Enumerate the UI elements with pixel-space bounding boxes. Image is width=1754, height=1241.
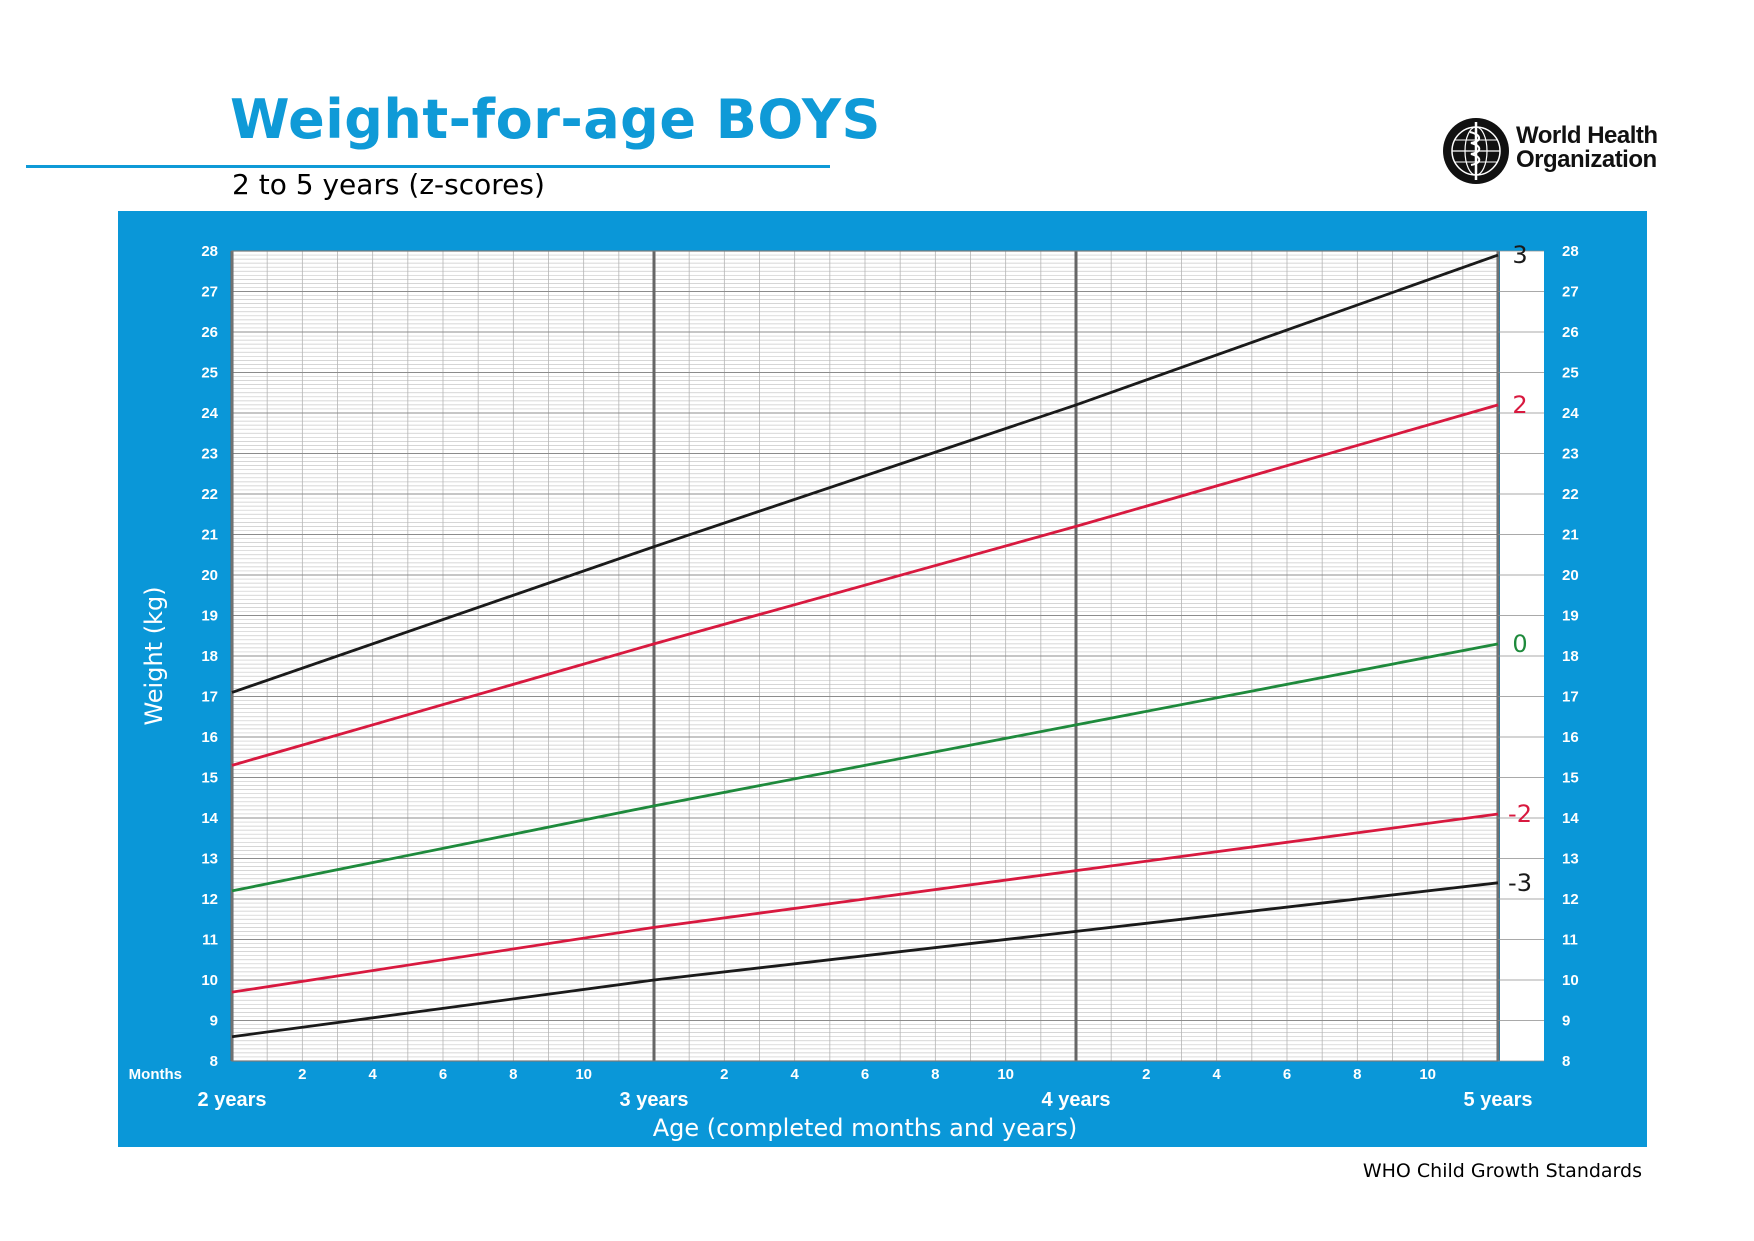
y-tick-label-left: 20 xyxy=(201,567,218,584)
y-tick-label-right: 10 xyxy=(1562,972,1579,989)
x-month-tick-label: 6 xyxy=(861,1066,869,1083)
x-month-tick-label: 6 xyxy=(439,1066,447,1083)
y-tick-label-right: 15 xyxy=(1562,770,1579,787)
y-tick-label-right: 19 xyxy=(1562,608,1579,625)
x-axis-months-label: Months xyxy=(129,1066,182,1083)
x-month-tick-label: 2 xyxy=(1142,1066,1150,1083)
y-tick-label-left: 13 xyxy=(201,851,218,868)
grid-minor xyxy=(232,251,1498,1061)
y-tick-label-left: 15 xyxy=(201,770,218,787)
x-year-tick-label: 2 years xyxy=(198,1089,267,1111)
y-tick-label-right: 18 xyxy=(1562,648,1579,665)
y-tick-label-right: 20 xyxy=(1562,567,1579,584)
y-tick-label-right: 12 xyxy=(1562,891,1579,908)
series-labels: 3 2 0 -2 -3 xyxy=(1508,241,1532,897)
x-month-tick-label: 10 xyxy=(575,1066,592,1083)
y-tick-label-left: 16 xyxy=(201,729,218,746)
who-wordmark-line-1: World Health xyxy=(1516,122,1658,149)
y-tick-label-left: 11 xyxy=(202,932,218,949)
x-month-tick-label: 6 xyxy=(1283,1066,1291,1083)
x-month-tick-label: 10 xyxy=(1419,1066,1436,1083)
x-month-tick-label: 2 xyxy=(298,1066,306,1083)
y-tick-label-right: 17 xyxy=(1562,689,1579,706)
series-line-z-3 xyxy=(231,881,1499,1039)
x-month-tick-label: 8 xyxy=(509,1066,517,1083)
y-tick-label-left: 10 xyxy=(201,972,218,989)
y-tick-label-right: 28 xyxy=(1562,243,1579,260)
y-axis-right: 8 9 10 11 12 13 14 15 16 17 18 19 20 21 22 23 24 25 26 27 28 xyxy=(1562,243,1579,1070)
y-tick-label-left: 8 xyxy=(210,1053,218,1070)
x-month-tick-label: 8 xyxy=(931,1066,939,1083)
x-axis-label: Age (completed months and years) xyxy=(653,1114,1078,1142)
y-tick-label-right: 8 xyxy=(1562,1053,1570,1070)
grid-year-lines xyxy=(230,250,1544,1062)
y-tick-label-left: 25 xyxy=(201,365,218,382)
x-month-tick-label: 8 xyxy=(1353,1066,1361,1083)
series-line-z-2 xyxy=(231,812,1499,994)
who-wordmark-line-2: Organization xyxy=(1516,146,1657,173)
series-lines xyxy=(231,253,1499,1039)
series-label-z3: 3 xyxy=(1512,241,1527,269)
growth-chart: 8910111213141516171819202122232425262728… xyxy=(118,241,1579,1142)
y-tick-label-right: 26 xyxy=(1562,324,1579,341)
y-tick-label-left: 9 xyxy=(210,1013,218,1030)
y-tick-label-right: 9 xyxy=(1562,1013,1570,1030)
y-tick-label-right: 23 xyxy=(1562,446,1579,463)
x-month-tick-label: 4 xyxy=(368,1066,377,1083)
y-tick-label-left: 18 xyxy=(201,648,218,665)
y-axis-label: Weight (kg) xyxy=(140,586,168,725)
y-tick-label-left: 24 xyxy=(201,405,218,422)
y-tick-label-left: 27 xyxy=(201,284,218,301)
y-tick-label-left: 26 xyxy=(201,324,218,341)
x-month-tick-label: 10 xyxy=(997,1066,1014,1083)
y-tick-label-left: 28 xyxy=(201,243,218,260)
chart-panel: 8 9 10 11 12 13 14 15 16 17 18 19 20 21 22 23 24 25 26 27 28… xyxy=(118,211,1647,1147)
title-underline xyxy=(26,165,830,168)
y-tick-label-right: 13 xyxy=(1562,851,1579,868)
series-line-z2 xyxy=(231,403,1499,767)
series-label-z0: 0 xyxy=(1512,630,1527,658)
page-title: Weight-for-age BOYS xyxy=(230,88,881,151)
y-tick-label-right: 27 xyxy=(1562,284,1579,301)
series-label-z-3: -3 xyxy=(1508,869,1532,897)
y-tick-label-right: 25 xyxy=(1562,365,1579,382)
page-subtitle: 2 to 5 years (z-scores) xyxy=(232,168,545,201)
y-tick-label-left: 21 xyxy=(201,527,218,544)
x-year-tick-label: 3 years xyxy=(620,1089,689,1111)
x-axis-months: 2 4 6 8 10 2 4 6 8 10 2 4 6 8 10 xyxy=(298,1066,1436,1083)
y-tick-label-right: 11 xyxy=(1562,932,1578,949)
y-tick-label-right: 24 xyxy=(1562,405,1579,422)
series-line-z3 xyxy=(231,253,1499,694)
x-month-tick-label: 2 xyxy=(720,1066,728,1083)
who-emblem-icon xyxy=(1443,118,1509,184)
x-month-tick-label: 4 xyxy=(790,1066,799,1083)
x-month-tick-label: 4 xyxy=(1212,1066,1221,1083)
y-tick-label-right: 14 xyxy=(1562,810,1579,827)
grid-major xyxy=(232,250,1498,1062)
y-tick-label-left: 19 xyxy=(201,608,218,625)
y-tick-label-left: 23 xyxy=(201,446,218,463)
y-tick-label-right: 16 xyxy=(1562,729,1579,746)
y-axis-left: 8 9 10 11 12 13 14 15 16 17 18 19 20 21 22 23 24 25 26 27 28 xyxy=(201,243,218,1070)
y-tick-label-left: 17 xyxy=(201,689,218,706)
x-year-tick-label: 4 years xyxy=(1042,1089,1111,1111)
footer-credit: WHO Child Growth Standards xyxy=(1362,1160,1642,1182)
y-tick-label-left: 14 xyxy=(201,810,218,827)
y-tick-label-left: 22 xyxy=(201,486,218,503)
ylabel-strip xyxy=(118,251,192,1061)
y-tick-label-left: 12 xyxy=(201,891,218,908)
x-year-tick-label: 5 years xyxy=(1464,1089,1533,1111)
series-line-z0 xyxy=(231,642,1499,893)
y-tick-label-right: 21 xyxy=(1562,527,1579,544)
who-wordmark: World Health Organization xyxy=(1516,124,1658,172)
y-tick-label-right: 22 xyxy=(1562,486,1579,503)
series-label-z2: 2 xyxy=(1512,391,1527,419)
series-label-z-2: -2 xyxy=(1508,800,1532,828)
x-axis-years: 2 years 3 years 4 years 5 years xyxy=(198,1089,1533,1111)
